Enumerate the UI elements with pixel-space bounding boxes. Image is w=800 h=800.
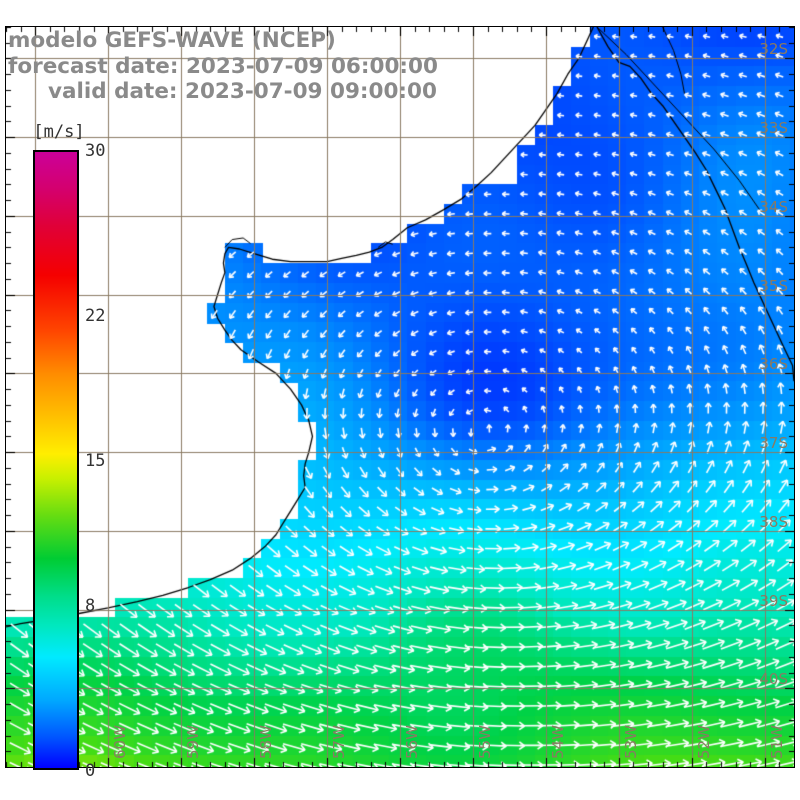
- colorbar-tick-15: 15: [85, 451, 106, 471]
- colorbar[interactable]: [m/s] 30 22 15 8 0: [33, 122, 105, 781]
- colorbar-tick-22: 22: [85, 306, 106, 327]
- axis-tick-marks: [6, 27, 794, 767]
- lat-label-34S: 34S: [759, 197, 788, 216]
- colorbar-tick-8: 8: [85, 595, 96, 616]
- colorbar-tick-30: 30: [85, 141, 106, 161]
- lon-label-54W: 54W: [548, 725, 567, 759]
- lat-label-35S: 35S: [759, 276, 788, 295]
- lat-label-40S: 40S: [759, 670, 788, 689]
- lon-label-57W: 57W: [330, 725, 349, 759]
- colorbar-tick-0: 0: [85, 761, 96, 781]
- colorbar-gradient: [33, 150, 79, 770]
- lat-label-39S: 39S: [759, 591, 788, 610]
- lon-label-56W: 56W: [403, 725, 421, 759]
- lat-label-36S: 36S: [759, 355, 788, 374]
- colorbar-unit-label: [m/s]: [33, 122, 85, 142]
- lat-label-37S: 37S: [759, 434, 788, 453]
- lon-label-55W: 55W: [475, 725, 494, 759]
- lon-label-59W: 59W: [184, 725, 203, 759]
- lat-label-38S: 38S: [759, 512, 788, 531]
- lat-label-33S: 33S: [759, 119, 788, 138]
- map-plot-area[interactable]: 32S33S34S35S36S37S38S39S40S61W60W59W58W5…: [5, 26, 795, 768]
- lon-label-53W: 53W: [621, 725, 640, 759]
- lon-label-58W: 58W: [257, 725, 276, 759]
- lon-label-52W: 52W: [694, 725, 713, 759]
- lon-label-51W: 51W: [767, 725, 786, 759]
- lat-label-32S: 32S: [759, 40, 788, 59]
- lon-label-60W: 60W: [111, 725, 130, 759]
